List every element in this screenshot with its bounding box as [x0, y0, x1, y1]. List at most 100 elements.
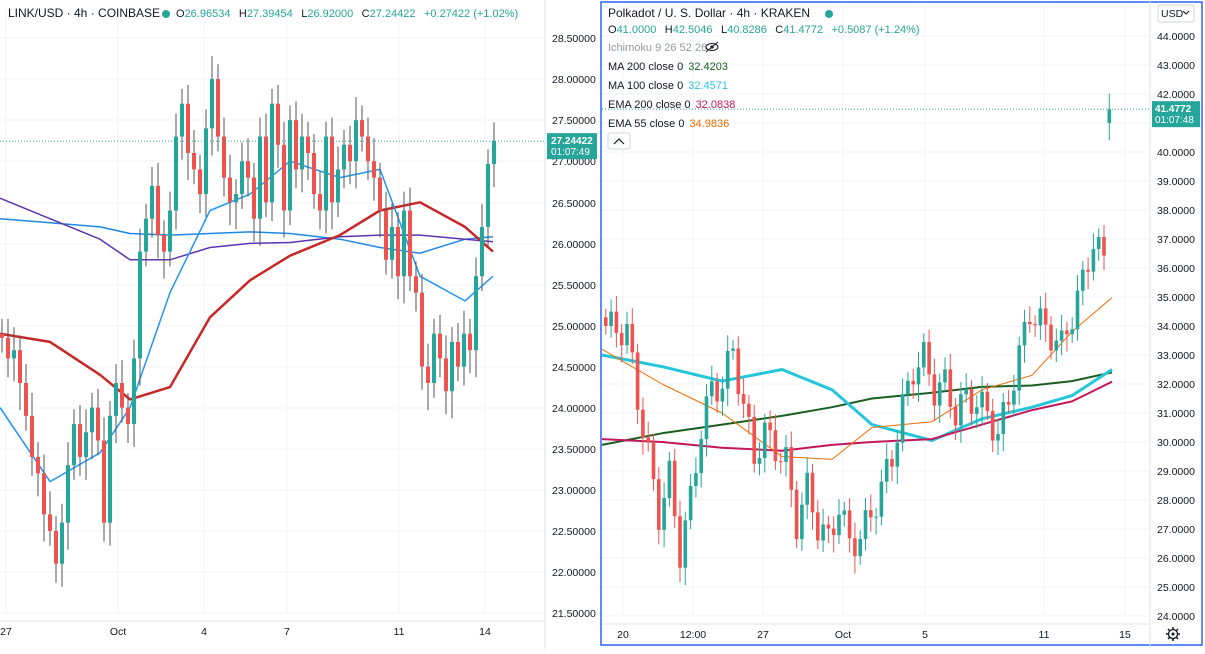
- y-tick-label: 22.50000: [552, 526, 596, 538]
- candle: [630, 308, 635, 365]
- moving-average-line: [601, 371, 1113, 446]
- candle: [0, 318, 4, 353]
- candle: [120, 360, 124, 423]
- dot-price-axis: 44.000043.000042.000041.000040.000039.00…: [1149, 0, 1200, 649]
- candle: [342, 130, 346, 189]
- candle: [858, 530, 862, 565]
- candle: [678, 500, 682, 583]
- y-tick-label: 24.0000: [1157, 611, 1195, 623]
- candle: [959, 382, 963, 443]
- candle: [426, 343, 430, 411]
- dot-indicator-legend: Ichimoku 9 26 52 26 MA 200 close 0 32.4203…: [608, 42, 735, 130]
- y-tick-label: 22.00000: [552, 567, 596, 579]
- candle: [204, 109, 208, 218]
- candle: [747, 395, 751, 435]
- candle: [694, 457, 698, 498]
- candle: [800, 492, 804, 551]
- candle: [1091, 233, 1096, 281]
- candle: [614, 295, 619, 348]
- x-tick-label: 4: [201, 626, 207, 638]
- candle: [1081, 260, 1085, 306]
- settings-gear-icon[interactable]: [1166, 627, 1180, 641]
- candle-countdown: 01:07:49: [551, 147, 590, 158]
- candle: [651, 434, 656, 491]
- y-tick-label: 44.0000: [1157, 31, 1195, 43]
- candle: [1033, 315, 1037, 337]
- candle: [1049, 315, 1053, 360]
- y-tick-label: 42.0000: [1157, 89, 1195, 101]
- dot-moving-averages: [601, 297, 1113, 460]
- candle: [84, 409, 88, 480]
- candle: [757, 442, 762, 476]
- candle: [114, 364, 118, 443]
- candle: [456, 323, 460, 382]
- candle: [778, 452, 783, 474]
- dot-status-dot: [825, 10, 833, 18]
- candle: [222, 117, 226, 197]
- candle: [975, 395, 979, 429]
- candle: [1043, 292, 1048, 343]
- hide-indicators-eye-icon[interactable]: [705, 41, 719, 53]
- x-tick-label: 27: [0, 626, 12, 638]
- candle: [884, 443, 889, 494]
- candle: [853, 522, 857, 574]
- candle: [18, 335, 22, 411]
- y-tick-label: 26.0000: [1157, 553, 1195, 565]
- candle: [953, 398, 958, 440]
- candle: [276, 84, 280, 168]
- x-tick-label: 5: [922, 629, 928, 641]
- candle: [144, 203, 148, 267]
- candle: [736, 336, 741, 406]
- link-ohlc: O26.96534 H27.39454 L26.92000 C27.24422 …: [176, 4, 518, 21]
- candle: [300, 113, 304, 193]
- last-price-value: 41.4772: [1155, 104, 1192, 115]
- candle: [752, 404, 756, 473]
- candle: [683, 511, 688, 586]
- candle: [414, 261, 418, 312]
- candle: [911, 368, 915, 399]
- link-title: LINK/USD · 4h · COINBASE: [8, 6, 160, 20]
- collapse-legend-button[interactable]: [607, 132, 631, 150]
- candle: [980, 376, 984, 425]
- candle: [1059, 314, 1064, 356]
- candle: [198, 154, 202, 213]
- y-tick-label: 36.0000: [1157, 263, 1195, 275]
- candle: [1054, 328, 1059, 363]
- candle: [90, 392, 94, 460]
- candle: [672, 448, 677, 528]
- candle: [763, 413, 767, 473]
- y-tick-label: 35.0000: [1157, 292, 1195, 304]
- currency-selector[interactable]: USD: [1157, 4, 1195, 23]
- y-tick-label: 26.50000: [552, 198, 596, 210]
- candle: [6, 318, 10, 378]
- candle: [869, 494, 873, 532]
- candle: [948, 353, 953, 419]
- y-tick-label: 28.0000: [1157, 495, 1195, 507]
- candle: [710, 365, 714, 406]
- candle: [318, 171, 322, 230]
- candle: [252, 162, 256, 242]
- candle: [657, 466, 661, 545]
- candle: [294, 101, 298, 189]
- candle: [60, 503, 64, 587]
- candle: [1022, 309, 1027, 363]
- candle: [408, 187, 412, 291]
- candle-countdown: 01:07:48: [1155, 115, 1194, 126]
- y-tick-label: 26.00000: [552, 239, 596, 251]
- moving-average-line: [601, 353, 1113, 442]
- y-tick-label: 21.50000: [552, 608, 596, 620]
- candle: [78, 405, 82, 476]
- candle: [240, 142, 244, 209]
- dot-candles: [602, 93, 1150, 586]
- candle: [662, 482, 666, 548]
- x-tick-label: 7: [284, 626, 290, 638]
- candle: [831, 516, 836, 553]
- candle: [1075, 275, 1080, 341]
- candle: [906, 372, 910, 406]
- link-status-dot: [162, 10, 170, 18]
- candle: [715, 372, 719, 414]
- candle: [916, 351, 921, 402]
- candle: [42, 454, 46, 542]
- candle: [210, 56, 214, 156]
